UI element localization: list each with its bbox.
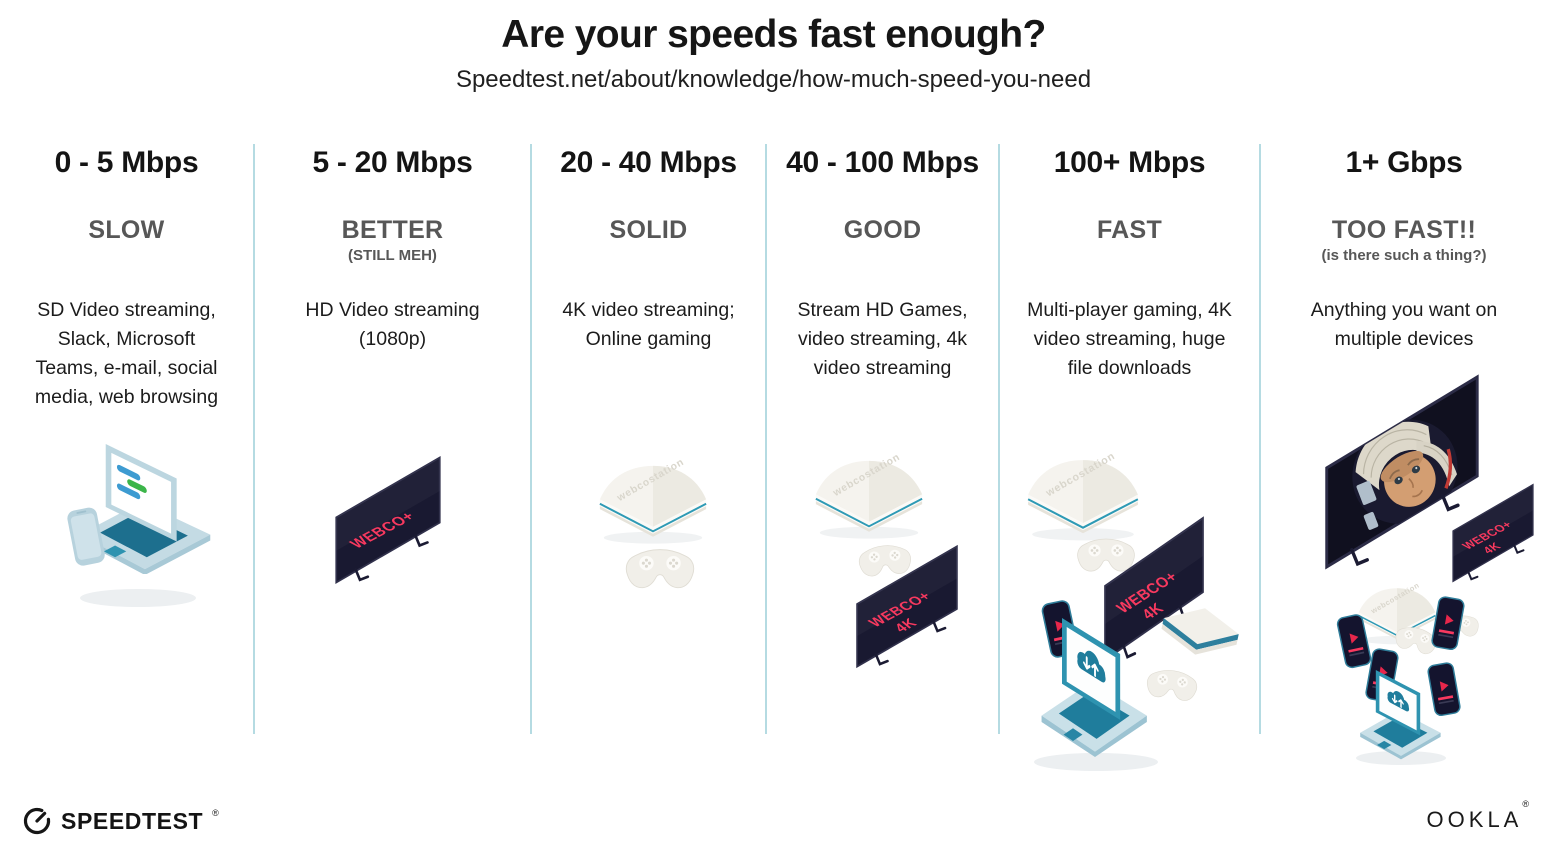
ookla-trademark: ® bbox=[1522, 799, 1529, 809]
speed-range: 0 - 5 Mbps bbox=[54, 145, 199, 179]
rating-block: FAST bbox=[1000, 216, 1259, 296]
rating-label: TOO FAST!! bbox=[1331, 215, 1477, 244]
speedtest-gauge-icon bbox=[23, 807, 51, 835]
smartphone-icon bbox=[1426, 661, 1462, 717]
controller-icon bbox=[857, 543, 913, 578]
column-better: 5 - 20 Mbps BETTER (STILL MEH) HD Video … bbox=[253, 143, 530, 734]
tv-icon bbox=[334, 456, 442, 584]
ookla-wordmark: OOKLA bbox=[1426, 807, 1523, 832]
use-cases: Multi-player gaming, 4K video streaming,… bbox=[1027, 298, 1232, 379]
console-and-4k-tv-illustration bbox=[814, 454, 959, 668]
laptop-and-phone-illustration bbox=[67, 443, 211, 607]
ookla-logo: OOKLA ® bbox=[1426, 799, 1529, 833]
column-slow: 0 - 5 Mbps SLOW SD Video streaming, Slac… bbox=[0, 144, 253, 734]
use-cases: Anything you want on multiple devices bbox=[1310, 298, 1498, 350]
header: Are your speeds fast enough? Speedtest.n… bbox=[0, 0, 1547, 94]
rating-note bbox=[532, 247, 765, 265]
column-too-fast: 1+ Gbps TOO FAST!! (is there such a thin… bbox=[1259, 143, 1547, 765]
smartphone-icon bbox=[1430, 595, 1466, 651]
smartphone-icon bbox=[1040, 598, 1080, 659]
game-console-icon bbox=[598, 459, 708, 545]
column-solid: 20 - 40 Mbps SOLID 4K video streaming; O… bbox=[530, 143, 765, 734]
4k-tv-icon bbox=[1103, 516, 1205, 662]
rating-block: TOO FAST!! (is there such a thing?) bbox=[1261, 216, 1547, 296]
speedtest-wordmark: SPEEDTEST bbox=[61, 807, 204, 834]
controller-icon bbox=[1393, 623, 1439, 657]
source-url[interactable]: Speedtest.net/about/knowledge/how-much-s… bbox=[455, 65, 1092, 93]
controller-icon bbox=[625, 549, 695, 589]
speed-columns: 0 - 5 Mbps SLOW SD Video streaming, Slac… bbox=[0, 143, 1547, 771]
everything-illustration bbox=[1307, 372, 1534, 765]
laptop-icon bbox=[79, 443, 211, 574]
rating-label: BETTER bbox=[341, 215, 444, 244]
rating-block: SOLID bbox=[532, 216, 765, 296]
smartphone-icon bbox=[1335, 612, 1373, 670]
rating-note bbox=[767, 247, 998, 265]
rating-block: SLOW bbox=[0, 216, 253, 296]
speedtest-logo: SPEEDTEST ® bbox=[22, 806, 219, 836]
speed-range: 20 - 40 Mbps bbox=[560, 145, 737, 179]
speedtest-trademark: ® bbox=[212, 808, 219, 818]
page-title: Are your speeds fast enough? bbox=[501, 13, 1046, 56]
column-fast: 100+ Mbps FAST Multi-player gaming, 4K v… bbox=[998, 143, 1259, 771]
controller-icon bbox=[1145, 666, 1199, 703]
laptop-icon bbox=[1040, 617, 1149, 758]
controller-icon bbox=[1077, 538, 1135, 572]
column-good: 40 - 100 Mbps GOOD Stream HD Games, vide… bbox=[765, 143, 998, 734]
game-console-icon bbox=[1357, 583, 1437, 645]
use-cases: SD Video streaming, Slack, Microsoft Tea… bbox=[34, 298, 219, 408]
use-cases: Stream HD Games, video streaming, 4k vid… bbox=[797, 298, 968, 379]
rating-label: SOLID bbox=[609, 215, 688, 244]
console-illustration bbox=[598, 459, 708, 589]
rating-note: (is there such a thing?) bbox=[1321, 246, 1487, 264]
use-cases: HD Video streaming (1080p) bbox=[305, 298, 480, 350]
smartphone-icon bbox=[1364, 647, 1400, 703]
4k-tv-icon bbox=[1452, 483, 1534, 583]
rating-label: FAST bbox=[1096, 215, 1163, 244]
4k-tv-icon bbox=[855, 545, 959, 668]
smartphone-icon bbox=[67, 507, 105, 566]
use-cases: 4K video streaming; Online gaming bbox=[562, 298, 735, 350]
rating-block: GOOD bbox=[767, 216, 998, 296]
rating-block: BETTER (STILL MEH) bbox=[255, 216, 530, 296]
rating-note bbox=[1000, 247, 1259, 265]
game-console-icon bbox=[814, 454, 924, 540]
speed-range: 40 - 100 Mbps bbox=[786, 145, 979, 179]
speed-range: 5 - 20 Mbps bbox=[312, 145, 473, 179]
rating-label: GOOD bbox=[843, 215, 922, 244]
rating-label: SLOW bbox=[88, 215, 165, 244]
controller-icon bbox=[1437, 612, 1481, 642]
game-console-icon bbox=[1027, 453, 1139, 542]
rating-note bbox=[0, 247, 253, 265]
rating-note: (STILL MEH) bbox=[348, 246, 437, 264]
hd-tv-illustration bbox=[334, 456, 442, 584]
movie-tv-icon bbox=[1327, 377, 1477, 567]
laptop-icon bbox=[1359, 669, 1442, 760]
speed-range: 100+ Mbps bbox=[1053, 145, 1206, 179]
media-console-icon bbox=[1157, 600, 1243, 663]
multi-device-illustration bbox=[1027, 453, 1243, 771]
speed-range: 1+ Gbps bbox=[1345, 145, 1463, 179]
